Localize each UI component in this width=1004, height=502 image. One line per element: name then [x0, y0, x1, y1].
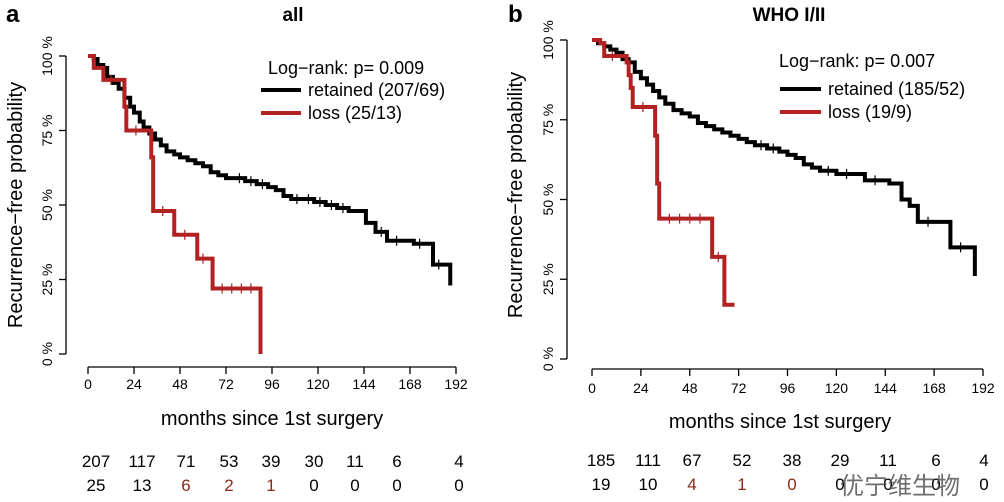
legend-label-loss: loss (19/9) [828, 102, 912, 122]
x-tick-label: 48 [682, 380, 698, 396]
x-tick-label: 192 [971, 380, 995, 396]
risk-loss-cell: 1 [266, 476, 275, 495]
y-tick-label: 100 % [39, 36, 55, 76]
censor-marks-loss [611, 50, 719, 262]
censor-marks-loss [110, 74, 252, 294]
risk-loss-cell: 25 [87, 476, 106, 495]
x-tick-label: 72 [218, 376, 234, 392]
x-tick-label: 72 [731, 380, 747, 396]
risk-retained-cell: 71 [177, 452, 196, 471]
risk-retained-cell: 207 [82, 452, 110, 471]
watermark-text: 优宁维生物 [840, 473, 960, 500]
risk-loss-cell: 0 [883, 475, 892, 494]
x-tick-label: 48 [172, 376, 188, 392]
y-tick-label: 50 % [39, 189, 55, 221]
x-tick-label: 192 [444, 376, 468, 392]
x-tick-label: 120 [306, 376, 330, 392]
risk-loss-cell: 0 [787, 475, 796, 494]
risk-loss-cell: 0 [979, 475, 988, 494]
y-tick-label: 75 % [540, 104, 556, 136]
censor-marks-retained [760, 140, 962, 253]
panel-b: b WHO I/II0 %25 %50 %75 %100 %0 24 48 72 96 12… [505, 1, 995, 494]
risk-loss-cell: 0 [309, 476, 318, 495]
risk-retained-cell: 4 [454, 452, 463, 471]
risk-loss-cell: 1 [737, 475, 746, 494]
y-tick-label: 0 % [540, 347, 556, 371]
y-tick-label: 100 % [540, 20, 556, 60]
risk-retained-cell: 11 [879, 451, 897, 470]
panel-title: WHO I/II [753, 5, 826, 26]
x-axis-title: months since 1st surgery [161, 408, 383, 430]
logrank-pvalue: Log−rank: p= 0.009 [268, 58, 424, 78]
risk-loss-cell: 19 [592, 475, 611, 494]
y-tick-label: 0 % [39, 342, 55, 366]
legend-label-retained: retained (207/69) [308, 80, 445, 100]
y-tick-label: 50 % [540, 184, 556, 216]
km-curve-loss [88, 54, 263, 354]
x-tick-label: 96 [264, 376, 280, 392]
risk-loss-cell: 6 [181, 476, 190, 495]
risk-loss-cell: 2 [224, 476, 233, 495]
risk-retained-cell: 67 [683, 451, 702, 470]
censor-marks-retained [238, 173, 440, 270]
y-axis-title: Recurrence−free probability [505, 72, 527, 318]
risk-loss-cell: 4 [687, 475, 696, 494]
x-tick-label: 144 [352, 376, 376, 392]
risk-retained-cell: 29 [831, 451, 850, 470]
risk-retained-cell: 6 [392, 452, 401, 471]
risk-loss-cell: 0 [350, 476, 359, 495]
risk-retained-cell: 117 [128, 452, 155, 471]
panel-letter: b [508, 1, 523, 28]
x-axis-title: months since 1st surgery [669, 411, 891, 433]
risk-retained-cell: 4 [979, 451, 988, 470]
y-tick-label: 25 % [540, 263, 556, 295]
x-tick-label: 96 [780, 380, 796, 396]
km-curve-loss [592, 38, 735, 307]
risk-loss-cell: 0 [454, 476, 463, 495]
risk-retained-cell: 52 [733, 451, 752, 470]
risk-retained-cell: 111 [635, 451, 661, 470]
risk-retained-cell: 30 [305, 452, 324, 471]
x-tick-label: 168 [398, 376, 422, 392]
risk-loss-cell: 0 [835, 475, 844, 494]
risk-loss-cell: 0 [392, 476, 401, 495]
panel-title: all [282, 5, 303, 26]
risk-retained-cell: 6 [931, 451, 940, 470]
risk-loss-cell: 10 [639, 475, 658, 494]
logrank-pvalue: Log−rank: p= 0.007 [779, 51, 935, 71]
x-tick-label: 0 [84, 376, 92, 392]
risk-loss-cell: 13 [133, 476, 152, 495]
x-tick-label: 24 [126, 376, 142, 392]
x-tick-label: 144 [874, 380, 898, 396]
y-axis-title: Recurrence−free probability [5, 82, 27, 328]
legend-label-loss: loss (25/13) [308, 103, 402, 123]
panel-letter: a [6, 1, 20, 28]
x-tick-label: 168 [922, 380, 946, 396]
risk-retained-cell: 38 [783, 451, 802, 470]
risk-retained-cell: 185 [587, 451, 615, 470]
y-tick-label: 25 % [39, 264, 55, 296]
y-tick-label: 75 % [39, 115, 55, 147]
risk-retained-cell: 11 [346, 452, 364, 471]
risk-retained-cell: 53 [220, 452, 239, 471]
legend-label-retained: retained (185/52) [828, 79, 965, 99]
x-tick-label: 0 [588, 380, 596, 396]
x-tick-label: 24 [633, 380, 649, 396]
risk-retained-cell: 39 [262, 452, 281, 471]
km-curve-retained [592, 38, 977, 277]
risk-loss-cell: 0 [931, 475, 940, 494]
x-tick-label: 120 [825, 380, 849, 396]
